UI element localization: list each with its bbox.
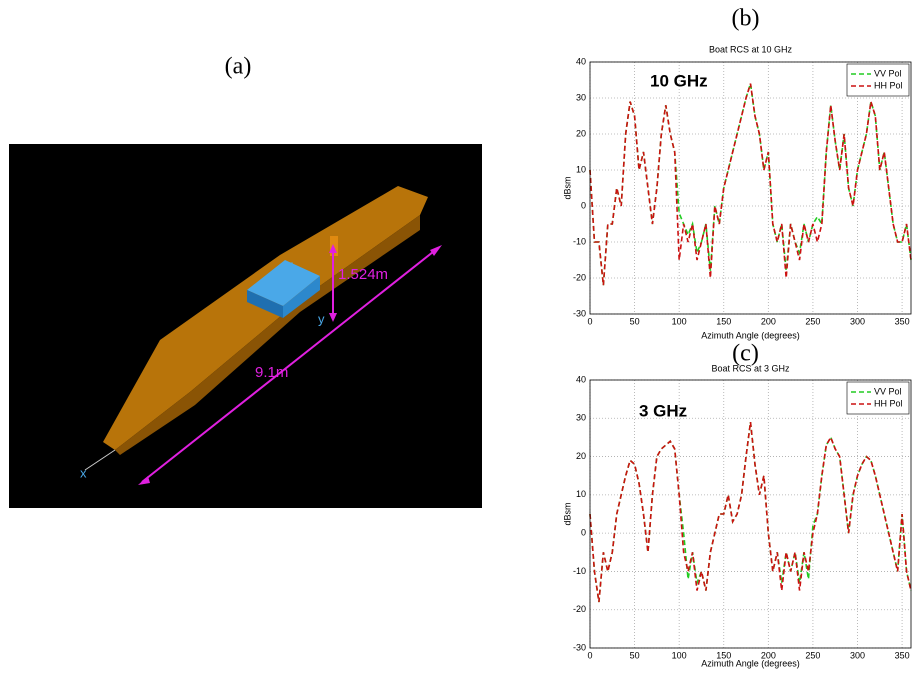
x-tick-label: 300 bbox=[850, 316, 865, 326]
y-tick-label: -10 bbox=[573, 236, 586, 246]
arrow-head bbox=[138, 476, 150, 485]
axis-label: x bbox=[80, 465, 87, 480]
y-tick-label: 20 bbox=[576, 128, 586, 138]
arrow-head bbox=[329, 313, 337, 322]
x-tick-label: 200 bbox=[761, 316, 776, 326]
hull-side bbox=[115, 215, 420, 455]
y-tick-label: 40 bbox=[576, 374, 586, 384]
x-tick-label: 50 bbox=[630, 650, 640, 660]
x-axis-label: Azimuth Angle (degrees) bbox=[701, 330, 800, 340]
dimension-label: 1.524m bbox=[338, 266, 388, 283]
y-tick-label: 0 bbox=[581, 528, 586, 538]
legend-label: VV Pol bbox=[874, 68, 902, 78]
y-tick-label: -20 bbox=[573, 604, 586, 614]
legend-label: HH Pol bbox=[874, 398, 903, 408]
cabin-front bbox=[283, 276, 320, 318]
series-line bbox=[589, 83, 912, 286]
legend-box bbox=[846, 63, 910, 97]
y-tick-label: 40 bbox=[576, 56, 586, 66]
x-axis-label: Azimuth Angle (degrees) bbox=[701, 658, 800, 668]
y-tick-label: 20 bbox=[576, 451, 586, 461]
axis-label: y bbox=[318, 311, 325, 326]
annotation: 3 GHz bbox=[639, 401, 687, 420]
hull-deck bbox=[103, 186, 428, 450]
cabin-top bbox=[247, 260, 320, 306]
y-tick-label: 10 bbox=[576, 164, 586, 174]
length-arrow bbox=[141, 247, 439, 483]
plot-frame bbox=[589, 379, 912, 649]
x-tick-label: 250 bbox=[805, 650, 820, 660]
dimension-label: 9.1m bbox=[255, 364, 288, 381]
axis-label: z bbox=[287, 257, 294, 272]
plot-frame bbox=[589, 61, 912, 315]
arrow-head bbox=[430, 245, 442, 256]
x-tick-label: 100 bbox=[672, 650, 687, 660]
x-tick-label: 100 bbox=[672, 316, 687, 326]
y-tick-label: -30 bbox=[573, 642, 586, 652]
legend-label: HH Pol bbox=[874, 80, 903, 90]
x-tick-label: 150 bbox=[716, 650, 731, 660]
x-tick-label: 350 bbox=[895, 650, 910, 660]
x-tick-label: 350 bbox=[895, 316, 910, 326]
y-tick-label: 30 bbox=[576, 413, 586, 423]
chart-title: Boat RCS at 10 GHz bbox=[709, 44, 793, 54]
x-tick-label: 50 bbox=[630, 316, 640, 326]
y-axis-label: dBsm bbox=[562, 176, 572, 199]
y-tick-label: -10 bbox=[573, 566, 586, 576]
mast bbox=[330, 236, 338, 256]
series-line bbox=[589, 422, 912, 603]
x-tick-label: 200 bbox=[761, 650, 776, 660]
annotation: 10 GHz bbox=[650, 71, 708, 90]
y-axis-label: dBsm bbox=[562, 502, 572, 525]
plot-area bbox=[590, 62, 911, 314]
x-tick-label: 300 bbox=[850, 650, 865, 660]
panel-label: (a) bbox=[225, 54, 252, 80]
y-tick-label: 10 bbox=[576, 489, 586, 499]
chart-title: Boat RCS at 3 GHz bbox=[711, 363, 790, 373]
y-tick-label: 30 bbox=[576, 92, 586, 102]
y-tick-label: -30 bbox=[573, 308, 586, 318]
y-tick-label: 0 bbox=[581, 200, 586, 210]
y-tick-label: -20 bbox=[573, 272, 586, 282]
x-axis-line bbox=[84, 449, 116, 471]
x-tick-label: 0 bbox=[587, 650, 592, 660]
legend-label: VV Pol bbox=[874, 386, 902, 396]
panel-label: (c) bbox=[732, 341, 759, 367]
x-tick-label: 0 bbox=[587, 316, 592, 326]
cabin-side bbox=[247, 290, 283, 318]
x-tick-label: 150 bbox=[716, 316, 731, 326]
arrow-head bbox=[329, 244, 337, 253]
x-tick-label: 250 bbox=[805, 316, 820, 326]
panel-label: (b) bbox=[732, 6, 760, 32]
legend-box bbox=[846, 381, 910, 415]
boat-render: z y x 1.524m 9.1m bbox=[9, 144, 482, 508]
